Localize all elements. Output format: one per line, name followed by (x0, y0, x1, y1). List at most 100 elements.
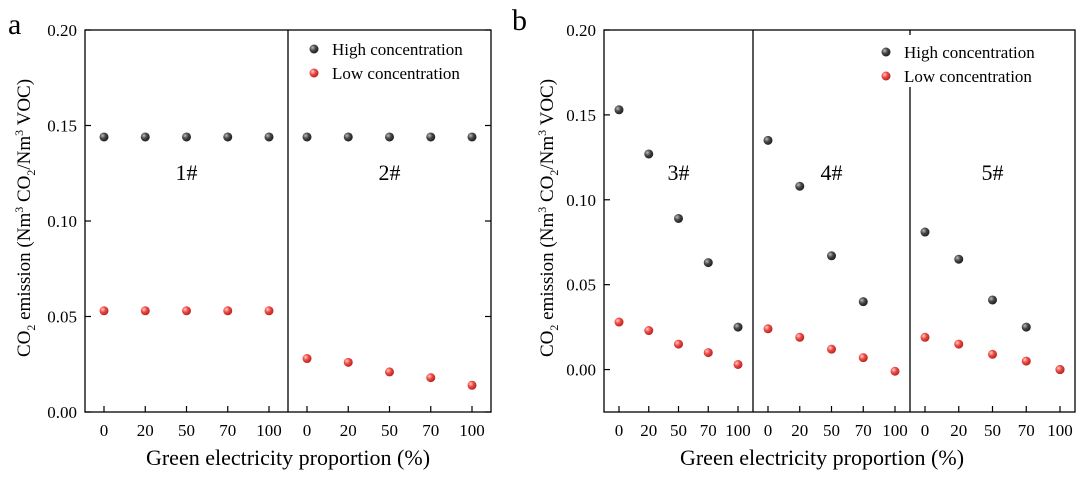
y-axis-title-part: 2 (24, 170, 38, 176)
legend-background (872, 35, 1073, 87)
point-high-concentration (182, 132, 191, 142)
legend-background (300, 32, 489, 84)
point-low-concentration (385, 367, 394, 377)
x-tick-label: 0 (615, 421, 624, 440)
point-low-concentration (733, 359, 743, 369)
point-high-concentration (763, 135, 773, 145)
x-tick-label: 70 (700, 421, 717, 440)
point-low-concentration (426, 373, 436, 383)
legend-marker-low (309, 68, 319, 78)
y-axis-title-part: 2 (547, 170, 561, 176)
x-tick-label: 20 (950, 421, 967, 440)
point-low-concentration (302, 354, 312, 364)
y-axis-title-part: /Nm (14, 136, 35, 170)
y-axis-title-b: CO2 emission (Nm3 CO2/Nm3 VOC) (535, 79, 561, 357)
point-high-concentration (703, 258, 713, 268)
legend-marker-high (309, 44, 319, 54)
y-tick-label: 0.20 (47, 21, 77, 40)
point-high-concentration (920, 227, 930, 237)
point-low-concentration (920, 332, 930, 342)
y-tick-label: 0.05 (47, 308, 77, 327)
point-low-concentration (467, 380, 477, 390)
panel-label-b: b (512, 4, 527, 37)
x-tick-label: 70 (219, 421, 236, 440)
x-tick-label: 20 (340, 421, 357, 440)
x-tick-label: 50 (381, 421, 398, 440)
chart-panel-a: a CO2 emission (Nm3 CO2/Nm3 VOC) 0.00 0.0… (8, 8, 492, 470)
y-axis-title-part: 3 (535, 207, 549, 213)
legend-marker-high (881, 47, 891, 57)
y-axis-title-part: /Nm (537, 136, 558, 170)
point-low-concentration (954, 339, 964, 349)
point-low-concentration (988, 349, 997, 359)
y-axis-title-part: CO (14, 331, 35, 357)
y-axis-title-part: CO (14, 176, 35, 207)
x-tick-label: 70 (422, 421, 439, 440)
legend-marker-low (881, 71, 891, 81)
point-low-concentration (763, 324, 773, 334)
x-tick-label: 100 (1047, 421, 1073, 440)
y-axis-title-part: emission (Nm (14, 213, 35, 325)
y-axis-title-part: 3 (12, 207, 26, 213)
point-high-concentration (385, 132, 394, 142)
y-axis-label-a: CO2 emission (Nm3 CO2/Nm3 VOC) (12, 79, 38, 357)
x-tick-label: 100 (725, 421, 751, 440)
group-label: 5# (982, 160, 1004, 185)
point-high-concentration (988, 295, 997, 305)
group-label: 2# (379, 160, 401, 185)
x-tick-label: 50 (670, 421, 687, 440)
x-tick-label: 0 (764, 421, 773, 440)
point-low-concentration (858, 353, 868, 363)
point-high-concentration (140, 132, 150, 142)
x-tick-label: 20 (137, 421, 154, 440)
point-low-concentration (890, 366, 900, 376)
y-axis-title-part: CO (537, 176, 558, 207)
point-high-concentration (264, 132, 274, 142)
x-tick-label: 100 (882, 421, 908, 440)
y-tick-label: 0.00 (566, 361, 596, 380)
group-label: 1# (176, 160, 198, 185)
point-high-concentration (827, 251, 836, 261)
point-high-concentration (223, 132, 233, 142)
x-tick-label: 100 (459, 421, 485, 440)
point-high-concentration (343, 132, 353, 142)
x-tick-label: 50 (984, 421, 1001, 440)
y-tick-label: 0.15 (47, 117, 77, 136)
point-high-concentration (1021, 322, 1031, 332)
point-high-concentration (733, 322, 743, 332)
legend-entry: High concentration (904, 43, 1035, 62)
point-high-concentration (644, 149, 654, 159)
point-low-concentration (674, 339, 683, 349)
y-tick-label: 0.00 (47, 403, 77, 422)
point-low-concentration (827, 344, 836, 354)
point-low-concentration (644, 326, 654, 336)
panel-label-a: a (8, 8, 21, 41)
point-high-concentration (858, 297, 868, 307)
y-axis-title-part: 3 (12, 130, 26, 136)
y-axis-title-part: 3 (535, 130, 549, 136)
legend: High concentration Low concentration (300, 32, 489, 84)
point-high-concentration (614, 105, 624, 115)
axes-b: 0.00 0.05 0.10 0.15 0.20 0 20 50 70 100 3# 0 20 50 70 1… (566, 21, 1073, 440)
x-axis-title-a: Green electricity proportion (%) (146, 445, 430, 470)
point-high-concentration (426, 132, 436, 142)
point-high-concentration (795, 181, 805, 191)
point-low-concentration (795, 332, 805, 342)
x-tick-label: 50 (823, 421, 840, 440)
group-label: 4# (821, 160, 843, 185)
legend-entry: Low concentration (904, 67, 1032, 86)
y-axis-title-part: emission (Nm (537, 213, 558, 325)
x-tick-label: 100 (256, 421, 282, 440)
y-axis-title-part: CO (537, 331, 558, 357)
plot-frame-b (603, 29, 1076, 413)
point-low-concentration (343, 357, 353, 367)
legend-entry: High concentration (332, 40, 463, 59)
x-tick-label: 20 (640, 421, 657, 440)
legend: High concentration Low concentration (872, 35, 1073, 87)
axes-a: 0.00 0.05 0.10 0.15 0.20 0 20 50 70 100 1# 0 20 50 70 1… (47, 21, 491, 440)
y-axis-title-a: CO2 emission (Nm3 CO2/Nm3 VOC) (12, 79, 38, 357)
point-low-concentration (264, 306, 274, 316)
x-tick-label: 70 (1018, 421, 1035, 440)
x-tick-label: 70 (855, 421, 872, 440)
